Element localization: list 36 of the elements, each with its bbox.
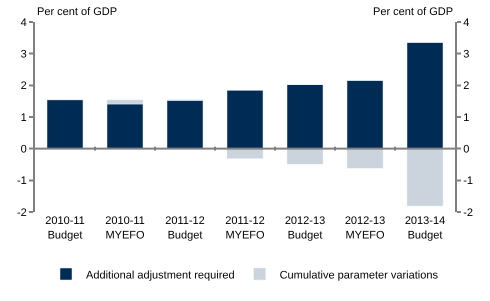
y2-tick-label: -1 bbox=[463, 175, 473, 188]
bar bbox=[46, 100, 84, 149]
bar bbox=[106, 104, 144, 149]
x-tick-label: 2013-14 Budget bbox=[404, 215, 446, 242]
bar bbox=[346, 148, 384, 169]
y-axis-title: Per cent of GDP bbox=[37, 6, 118, 18]
bar bbox=[226, 90, 264, 149]
y-tick-label: -2 bbox=[17, 206, 27, 219]
bar bbox=[226, 148, 264, 159]
y-tick-label: 3 bbox=[20, 48, 27, 61]
legend-label: Cumulative parameter variations bbox=[280, 269, 438, 282]
y-tick-label: 2 bbox=[20, 80, 27, 92]
bar bbox=[286, 148, 324, 164]
y2-tick-label: 3 bbox=[463, 48, 470, 61]
x-tick-label: 2012-13 MYEFO bbox=[344, 215, 386, 242]
x-tick-label: 2011-12 MYEFO bbox=[225, 215, 265, 242]
y2-tick-label: 0 bbox=[463, 144, 470, 156]
y2-tick-label: 2 bbox=[463, 80, 470, 92]
y-tick-label: -1 bbox=[17, 175, 27, 188]
bar bbox=[406, 148, 444, 206]
bar bbox=[166, 100, 204, 149]
y-tick-label: 1 bbox=[20, 112, 27, 124]
x-tick-label: 2010-11 Budget bbox=[45, 215, 85, 242]
x-tick-label: 2011-12 Budget bbox=[165, 215, 205, 242]
y2-axis-title: Per cent of GDP bbox=[373, 6, 454, 18]
y2-tick-label: 1 bbox=[463, 112, 470, 124]
x-tick-label: 2012-13 Budget bbox=[284, 215, 326, 242]
bar bbox=[346, 80, 384, 149]
bar bbox=[406, 42, 444, 149]
x-tick-label: 2010-11 MYEFO bbox=[105, 215, 145, 242]
y-tick-label: 0 bbox=[20, 144, 27, 156]
y2-tick-label: -2 bbox=[463, 206, 473, 219]
legend-label: Additional adjustment required bbox=[86, 269, 235, 282]
y2-tick-label: 4 bbox=[463, 16, 470, 29]
y-tick-label: 4 bbox=[20, 16, 27, 29]
bar bbox=[286, 84, 324, 149]
